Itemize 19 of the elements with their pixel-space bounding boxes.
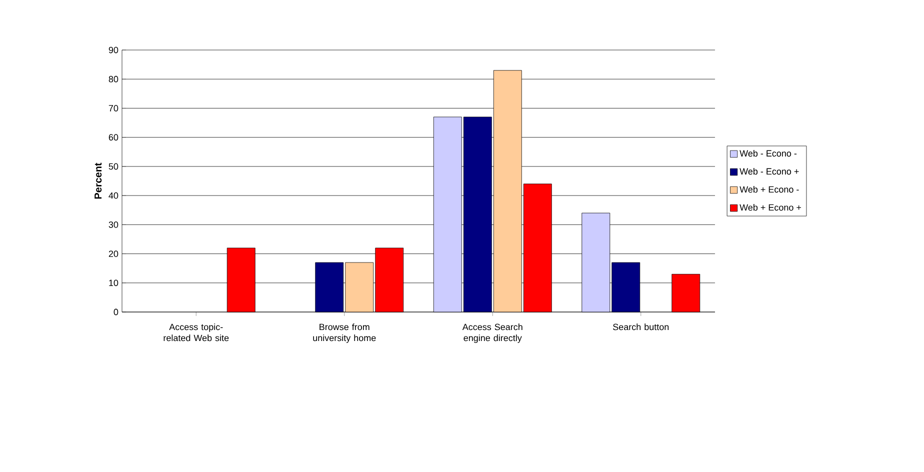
- y-tick-label: 80: [108, 76, 118, 82]
- legend-label: Web + Econo +: [740, 204, 802, 211]
- y-tick-label: 90: [108, 46, 118, 54]
- legend-label: Web - Econo +: [740, 168, 799, 175]
- y-tick-label: 30: [108, 221, 118, 228]
- x-tick-label: Access topic-related Web site: [164, 324, 229, 342]
- y-tick-label: 10: [109, 280, 118, 286]
- y-axis-title: Percent: [94, 162, 102, 199]
- x-tick-label: Browse from university home: [313, 324, 376, 343]
- y-tick-label: 20: [108, 250, 118, 257]
- legend-label: Web - Econo -: [740, 150, 797, 157]
- legend-label: Web + Econo -: [740, 186, 799, 193]
- y-tick-label: 50: [108, 163, 118, 170]
- y-tick-label: 0: [114, 308, 118, 316]
- x-tick-label: Search button: [613, 324, 669, 330]
- y-tick-label: 40: [108, 192, 118, 199]
- y-tick-label: 60: [108, 134, 118, 141]
- y-tick-label: 70: [108, 105, 118, 112]
- x-tick-label: Access Search engine directly: [462, 324, 522, 343]
